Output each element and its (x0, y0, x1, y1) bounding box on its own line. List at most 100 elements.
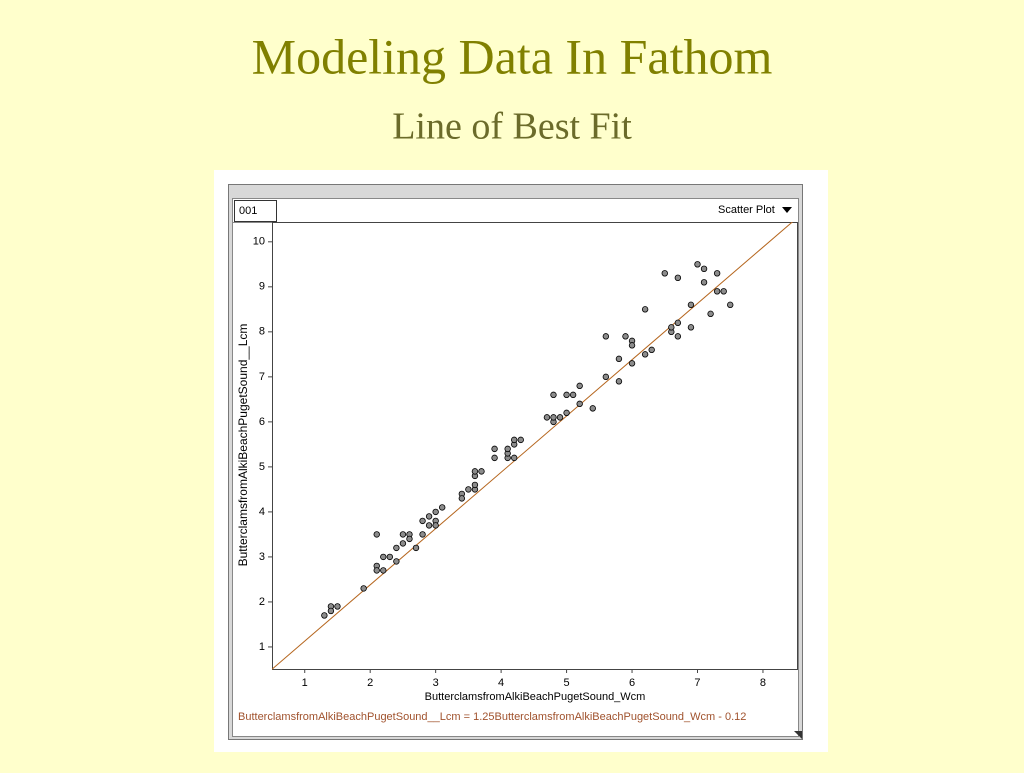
data-point (458, 495, 466, 502)
data-point (648, 346, 655, 354)
resize-handle[interactable] (794, 731, 802, 739)
plot-menu[interactable] (714, 201, 798, 219)
data-point (399, 540, 407, 547)
x-tick-label: 7 (694, 677, 700, 689)
data-point (576, 400, 583, 408)
slide-title: Modeling Data In Fathom (252, 28, 773, 84)
case-label: 001 (239, 205, 257, 217)
fit-line (272, 222, 794, 670)
y-tick-label: 9 (259, 281, 265, 293)
data-point (327, 607, 335, 615)
x-tick-label: 3 (433, 677, 439, 689)
data-point (393, 558, 400, 565)
data-point (491, 454, 498, 462)
y-tick-label: 5 (259, 461, 265, 473)
y-tick-label: 2 (259, 596, 265, 608)
data-point (334, 603, 341, 610)
data-point (438, 504, 446, 511)
data-point (713, 270, 721, 277)
data-point (641, 351, 649, 358)
data-point (713, 288, 721, 295)
data-point (543, 414, 551, 421)
data-point (661, 270, 668, 277)
data-point (700, 279, 708, 286)
data-point (687, 324, 695, 331)
y-tick-label: 3 (259, 551, 265, 563)
data-point (412, 544, 420, 552)
data-point (432, 522, 439, 529)
data-point (622, 333, 629, 340)
x-tick-label: 2 (367, 677, 373, 689)
data-point (628, 360, 636, 367)
data-point (393, 544, 400, 552)
data-point (471, 481, 479, 489)
slide-subtitle: Line of Best Fit (392, 106, 632, 148)
x-tick-label: 1 (302, 677, 308, 689)
data-point (517, 436, 524, 444)
data-point (550, 414, 557, 421)
data-point (425, 522, 433, 529)
y-tick-label: 4 (259, 506, 265, 518)
data-point (615, 378, 623, 385)
case-box[interactable] (234, 200, 277, 222)
data-point (550, 391, 557, 399)
data-point (478, 468, 485, 475)
data-point (674, 333, 682, 340)
data-point (386, 553, 394, 561)
data-point (471, 468, 479, 475)
data-point (511, 436, 518, 444)
data-point (425, 513, 433, 520)
data-point (589, 405, 596, 412)
data-point (707, 310, 714, 318)
window-body (232, 198, 799, 737)
y-tick-label: 7 (259, 371, 265, 383)
data-point (576, 382, 583, 390)
data-point (694, 261, 701, 268)
data-point (360, 585, 367, 592)
data-point (674, 319, 682, 327)
data-point (668, 324, 675, 331)
data-point (373, 567, 380, 574)
data-point (615, 355, 623, 363)
x-tick-label: 6 (629, 677, 635, 689)
data-point (700, 265, 708, 273)
data-point (556, 414, 564, 421)
data-point (504, 445, 511, 453)
data-point (380, 567, 387, 574)
plot-frame (272, 222, 798, 670)
data-point (727, 301, 734, 309)
x-tick-label: 8 (760, 677, 766, 689)
y-tick-label: 8 (259, 326, 265, 338)
data-point (628, 342, 636, 349)
x-tick-label: 4 (498, 677, 504, 689)
data-point (563, 391, 570, 399)
data-point (720, 288, 727, 295)
x-axis-label: ButterclamsfromAlkiBeachPugetSound_Wcm (425, 691, 646, 703)
x-tick-label: 5 (564, 677, 570, 689)
data-point (563, 409, 570, 417)
data-point (406, 535, 413, 543)
plot-menu-label[interactable]: Scatter Plot (718, 204, 775, 216)
y-tick-label: 6 (259, 416, 265, 428)
y-tick-label: 10 (253, 236, 265, 248)
dropdown-arrow[interactable] (782, 207, 792, 213)
data-point (321, 612, 328, 619)
y-tick-label: 1 (259, 641, 265, 653)
y-axis-label: ButterclamsfromAlkiBeachPugetSound__Lcm (236, 324, 250, 567)
data-point (511, 454, 518, 462)
data-point (491, 445, 498, 453)
equation: ButterclamsfromAlkiBeachPugetSound__Lcm … (238, 711, 746, 723)
data-point (419, 517, 426, 525)
data-point (432, 508, 439, 516)
data-point (602, 373, 610, 381)
data-point (380, 553, 387, 561)
data-point (373, 531, 380, 538)
data-point (674, 274, 682, 282)
data-point (569, 391, 577, 399)
data-point (465, 486, 472, 493)
data-point (687, 301, 695, 309)
data-point (419, 531, 426, 538)
data-point (602, 333, 610, 340)
